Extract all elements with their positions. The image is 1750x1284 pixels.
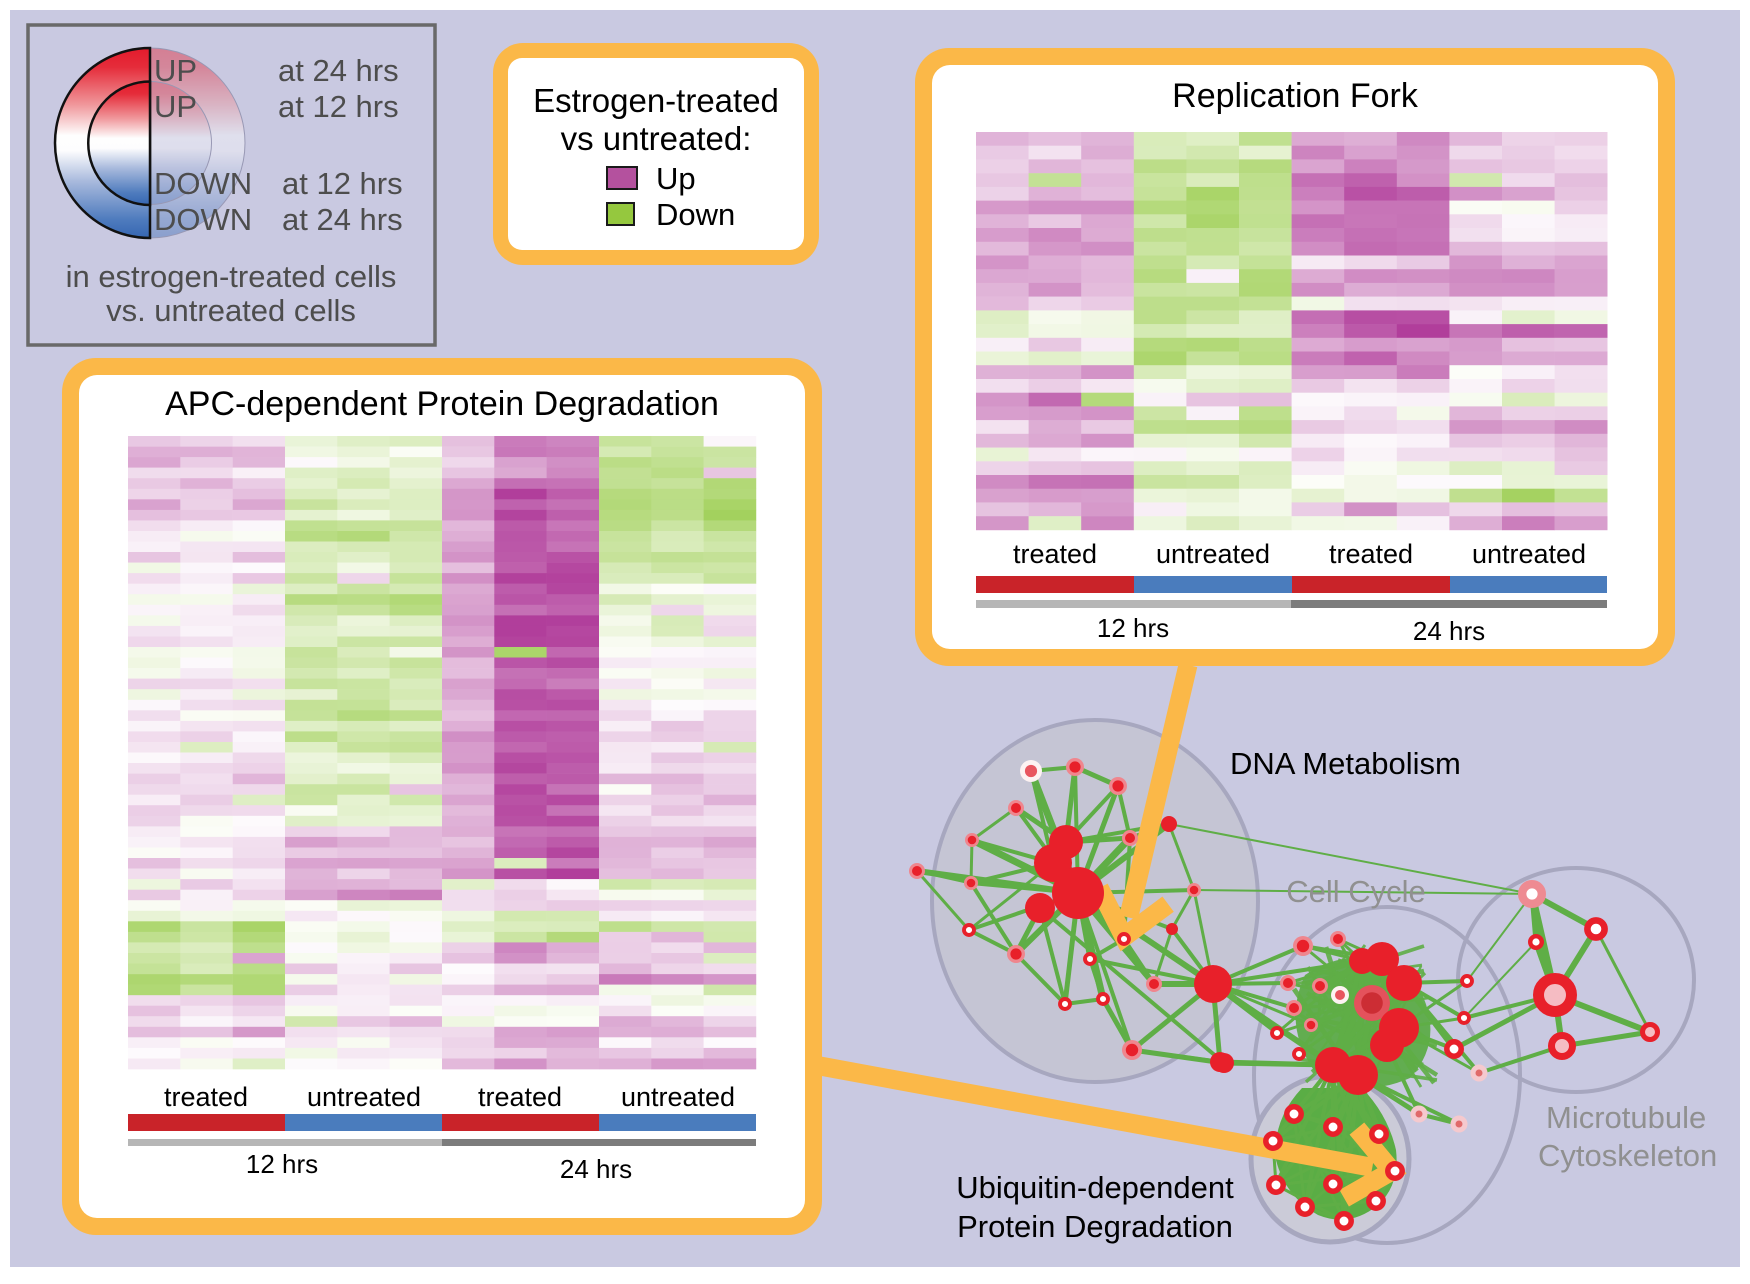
svg-text:APC-dependent Protein Degradat: APC-dependent Protein Degradation bbox=[165, 385, 719, 423]
svg-text:DOWN: DOWN bbox=[154, 166, 252, 201]
svg-text:treated: treated bbox=[478, 1082, 562, 1112]
svg-text:untreated: untreated bbox=[621, 1082, 735, 1112]
svg-text:Estrogen-treated: Estrogen-treated bbox=[533, 82, 779, 119]
svg-text:12 hrs: 12 hrs bbox=[246, 1149, 318, 1179]
svg-text:at 12 hrs: at 12 hrs bbox=[282, 166, 403, 201]
svg-text:treated: treated bbox=[1013, 539, 1097, 569]
svg-text:Down: Down bbox=[656, 197, 735, 232]
svg-text:UP: UP bbox=[154, 89, 197, 124]
svg-text:treated: treated bbox=[1329, 539, 1413, 569]
svg-text:Protein Degradation: Protein Degradation bbox=[957, 1209, 1233, 1244]
svg-text:24 hrs: 24 hrs bbox=[1413, 616, 1485, 646]
svg-text:vs untreated:: vs untreated: bbox=[561, 120, 752, 157]
svg-text:Up: Up bbox=[656, 161, 696, 196]
svg-text:untreated: untreated bbox=[1156, 539, 1270, 569]
svg-text:at 12 hrs: at 12 hrs bbox=[278, 89, 399, 124]
svg-text:at 24 hrs: at 24 hrs bbox=[278, 53, 399, 88]
svg-text:vs. untreated cells: vs. untreated cells bbox=[106, 293, 356, 328]
svg-text:at 24 hrs: at 24 hrs bbox=[282, 202, 403, 237]
svg-text:Ubiquitin-dependent: Ubiquitin-dependent bbox=[956, 1170, 1234, 1205]
svg-text:DNA Metabolism: DNA Metabolism bbox=[1230, 746, 1461, 781]
svg-text:Microtubule: Microtubule bbox=[1546, 1100, 1706, 1135]
svg-text:24 hrs: 24 hrs bbox=[560, 1154, 632, 1184]
svg-text:in estrogen-treated cells: in estrogen-treated cells bbox=[66, 259, 397, 294]
svg-text:treated: treated bbox=[164, 1082, 248, 1112]
svg-text:DOWN: DOWN bbox=[154, 202, 252, 237]
svg-text:untreated: untreated bbox=[1472, 539, 1586, 569]
svg-text:UP: UP bbox=[154, 53, 197, 88]
svg-text:Cell Cycle: Cell Cycle bbox=[1286, 874, 1426, 909]
svg-text:Cytoskeleton: Cytoskeleton bbox=[1538, 1138, 1717, 1173]
svg-text:untreated: untreated bbox=[307, 1082, 421, 1112]
svg-text:Replication Fork: Replication Fork bbox=[1172, 77, 1419, 115]
svg-text:12 hrs: 12 hrs bbox=[1097, 613, 1169, 643]
